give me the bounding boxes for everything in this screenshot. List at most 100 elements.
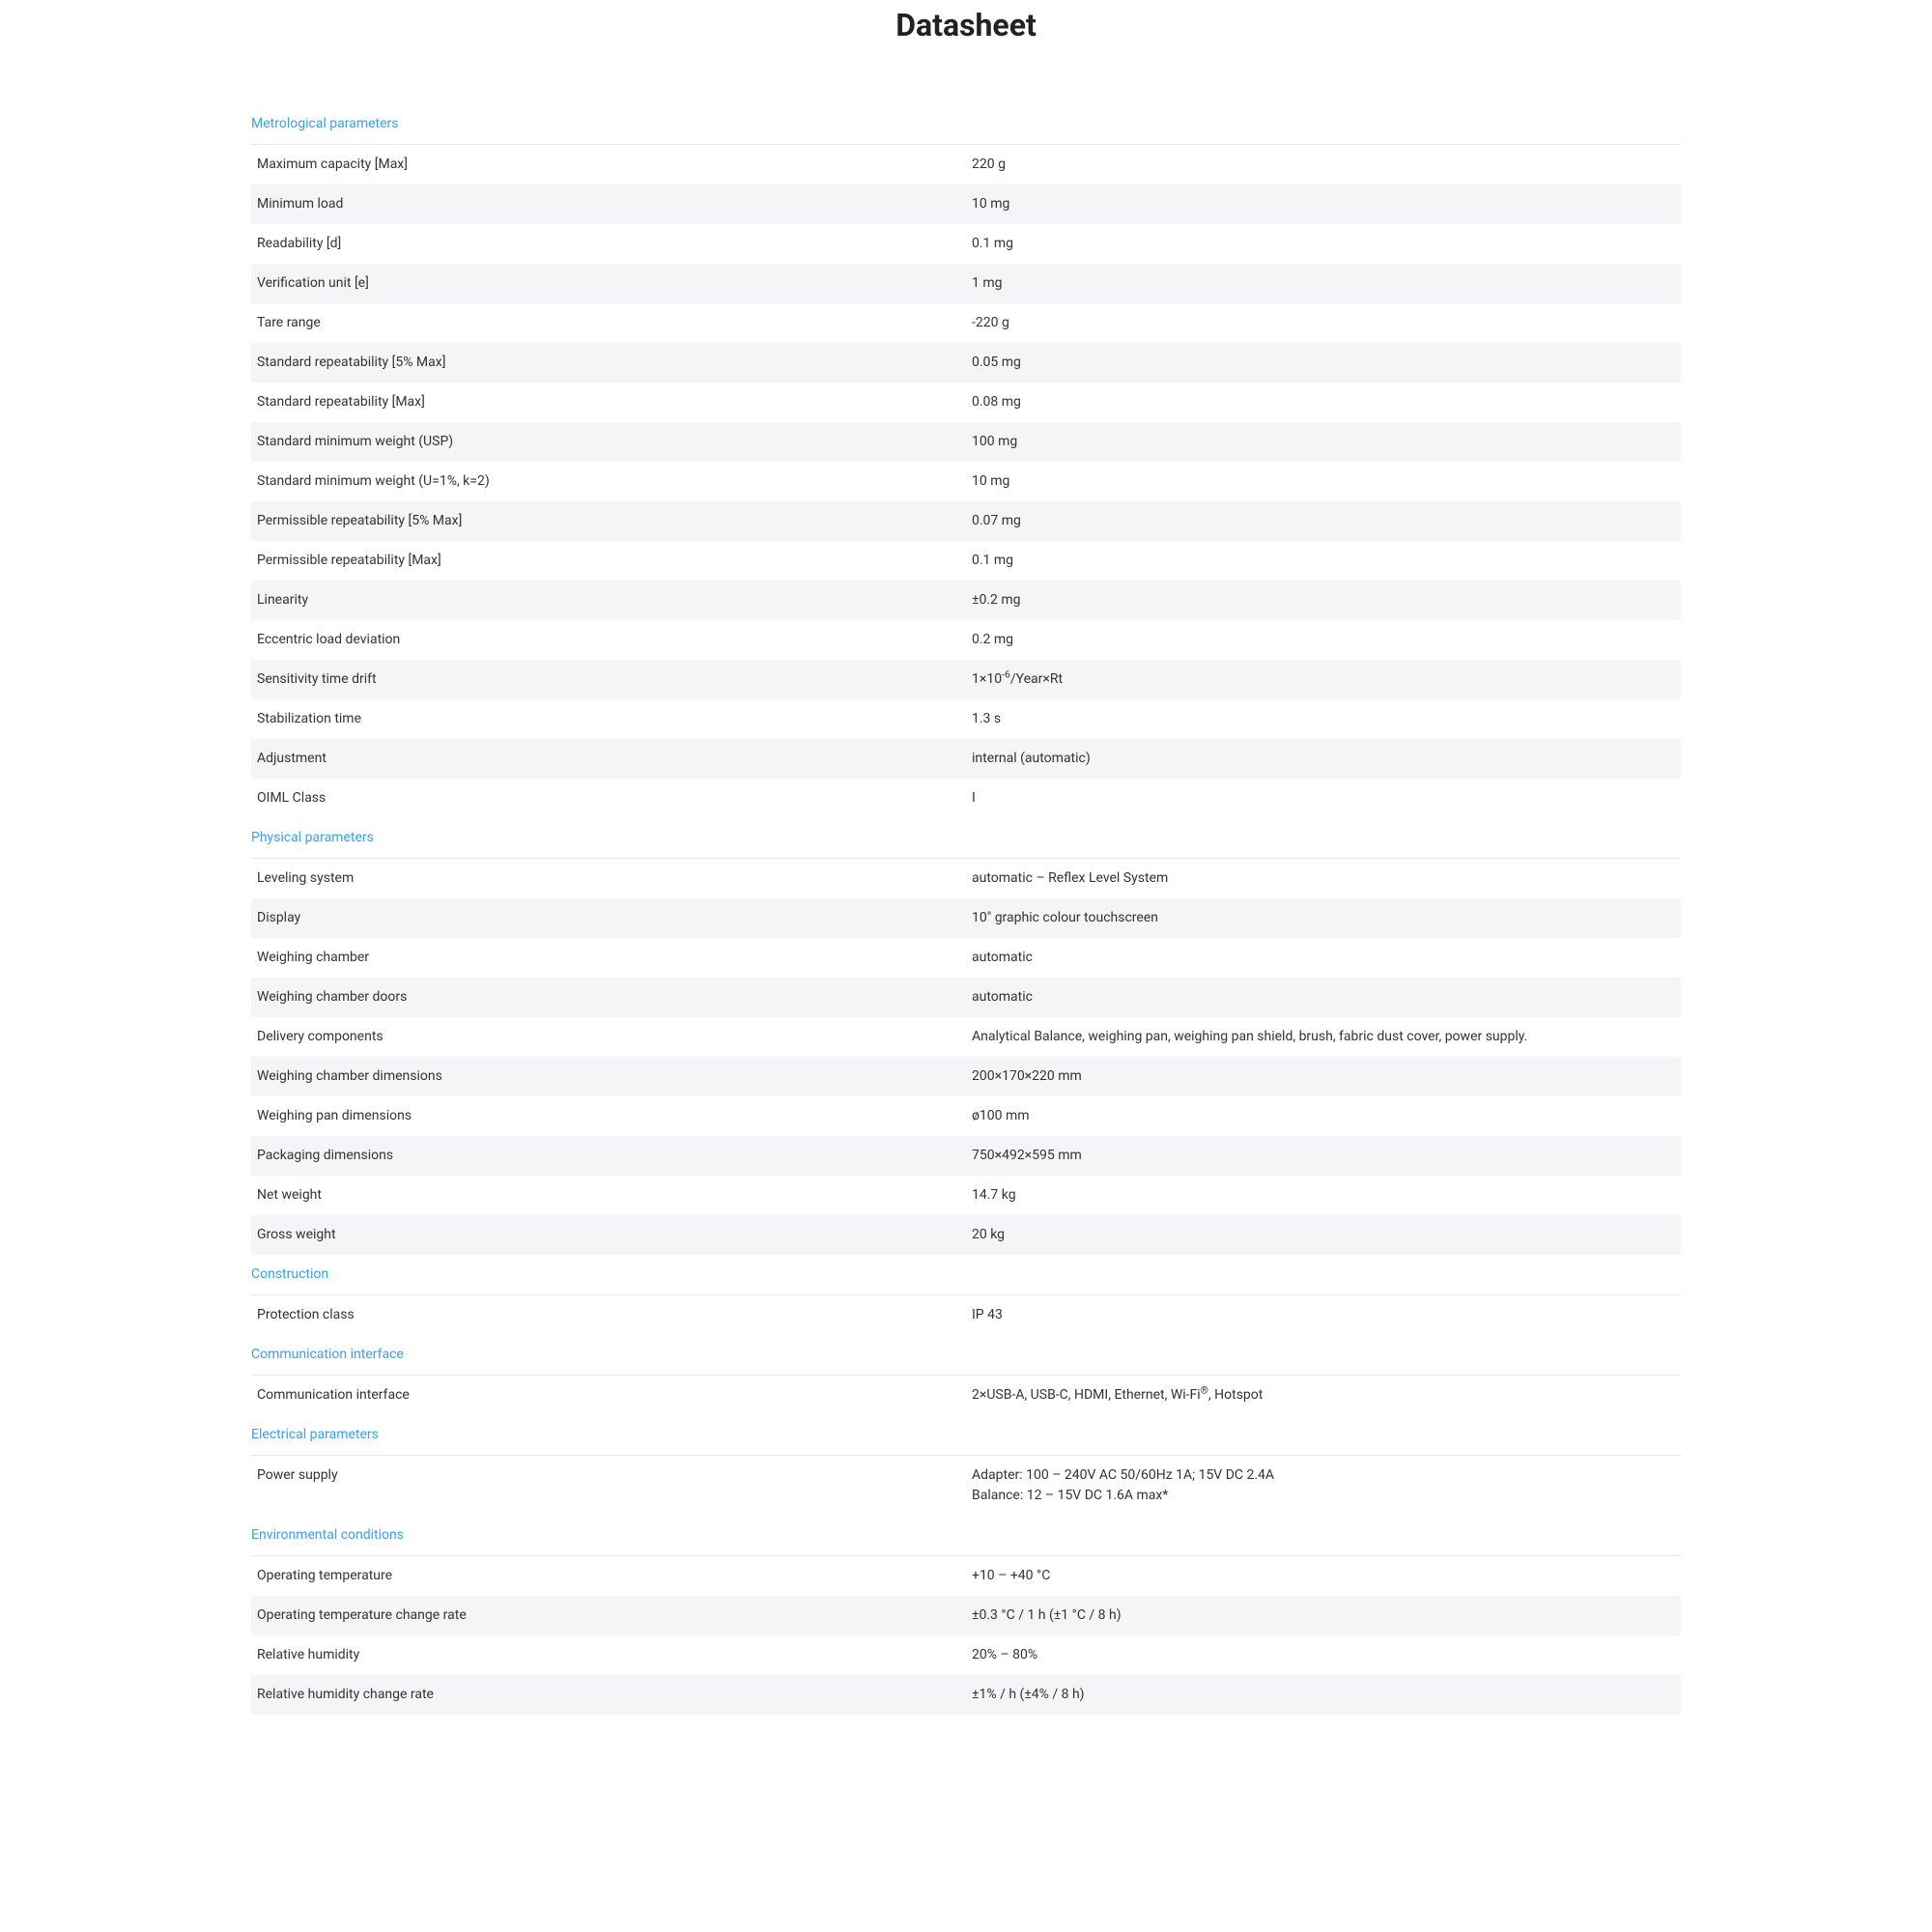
spec-label: Linearity bbox=[251, 581, 966, 620]
table-row: Maximum capacity [Max]220 g bbox=[251, 145, 1681, 185]
spec-table: Communication interface2×USB-A, USB-C, H… bbox=[251, 1376, 1681, 1415]
spec-table: Leveling systemautomatic – Reflex Level … bbox=[251, 859, 1681, 1255]
table-row: Protection classIP 43 bbox=[251, 1295, 1681, 1335]
table-row: Standard minimum weight (USP)100 mg bbox=[251, 422, 1681, 462]
spec-value: 0.08 mg bbox=[966, 383, 1681, 422]
spec-table: Protection classIP 43 bbox=[251, 1295, 1681, 1335]
spec-value: automatic bbox=[966, 938, 1681, 978]
spec-value: 0.05 mg bbox=[966, 343, 1681, 383]
spec-value: 0.07 mg bbox=[966, 501, 1681, 541]
table-row: Weighing pan dimensionsø100 mm bbox=[251, 1096, 1681, 1136]
spec-value: ±0.3 °C / 1 h (±1 °C / 8 h) bbox=[966, 1596, 1681, 1635]
spec-label: Verification unit [e] bbox=[251, 264, 966, 303]
spec-value: 220 g bbox=[966, 145, 1681, 185]
table-row: Weighing chamber doorsautomatic bbox=[251, 978, 1681, 1017]
spec-label: Permissible repeatability [Max] bbox=[251, 541, 966, 581]
spec-label: Protection class bbox=[251, 1295, 966, 1335]
table-row: Relative humidity20% – 80% bbox=[251, 1635, 1681, 1675]
spec-label: Packaging dimensions bbox=[251, 1136, 966, 1176]
spec-label: Sensitivity time drift bbox=[251, 660, 966, 699]
table-row: Weighing chamber dimensions200×170×220 m… bbox=[251, 1057, 1681, 1096]
spec-label: Relative humidity bbox=[251, 1635, 966, 1675]
spec-label: Weighing chamber bbox=[251, 938, 966, 978]
spec-label: Standard repeatability [5% Max] bbox=[251, 343, 966, 383]
table-row: Permissible repeatability [5% Max]0.07 m… bbox=[251, 501, 1681, 541]
spec-label: Standard minimum weight (U=1%, k=2) bbox=[251, 462, 966, 501]
spec-label: Weighing pan dimensions bbox=[251, 1096, 966, 1136]
table-row: Stabilization time1.3 s bbox=[251, 699, 1681, 739]
spec-label: Readability [d] bbox=[251, 224, 966, 264]
spec-label: Gross weight bbox=[251, 1215, 966, 1255]
table-row: Sensitivity time drift1×10-6/Year×Rt bbox=[251, 660, 1681, 699]
table-row: Packaging dimensions750×492×595 mm bbox=[251, 1136, 1681, 1176]
spec-value: 14.7 kg bbox=[966, 1176, 1681, 1215]
section-heading: Metrological parameters bbox=[251, 104, 1681, 145]
spec-label: Net weight bbox=[251, 1176, 966, 1215]
spec-value: ±0.2 mg bbox=[966, 581, 1681, 620]
table-row: Linearity±0.2 mg bbox=[251, 581, 1681, 620]
spec-label: Power supply bbox=[251, 1456, 966, 1516]
table-row: Adjustmentinternal (automatic) bbox=[251, 739, 1681, 779]
table-row: Delivery componentsAnalytical Balance, w… bbox=[251, 1017, 1681, 1057]
spec-label: Standard minimum weight (USP) bbox=[251, 422, 966, 462]
table-row: Operating temperature+10 – +40 °C bbox=[251, 1556, 1681, 1596]
table-row: Readability [d]0.1 mg bbox=[251, 224, 1681, 264]
section-heading: Physical parameters bbox=[251, 818, 1681, 859]
spec-value: 20% – 80% bbox=[966, 1635, 1681, 1675]
spec-value: 2×USB-A, USB-C, HDMI, Ethernet, Wi-Fi®, … bbox=[966, 1376, 1681, 1415]
table-row: Eccentric load deviation0.2 mg bbox=[251, 620, 1681, 660]
spec-label: Adjustment bbox=[251, 739, 966, 779]
spec-value: 200×170×220 mm bbox=[966, 1057, 1681, 1096]
spec-value: 20 kg bbox=[966, 1215, 1681, 1255]
table-row: Verification unit [e]1 mg bbox=[251, 264, 1681, 303]
spec-label: OIML Class bbox=[251, 779, 966, 818]
spec-value: +10 – +40 °C bbox=[966, 1556, 1681, 1596]
spec-table: Power supplyAdapter: 100 – 240V AC 50/60… bbox=[251, 1456, 1681, 1516]
spec-table: Operating temperature+10 – +40 °COperati… bbox=[251, 1556, 1681, 1715]
spec-value: 10 mg bbox=[966, 185, 1681, 224]
spec-value: automatic bbox=[966, 978, 1681, 1017]
spec-value: Analytical Balance, weighing pan, weighi… bbox=[966, 1017, 1681, 1057]
spec-value: ±1% / h (±4% / 8 h) bbox=[966, 1675, 1681, 1715]
spec-value: I bbox=[966, 779, 1681, 818]
table-row: Standard repeatability [Max]0.08 mg bbox=[251, 383, 1681, 422]
spec-label: Eccentric load deviation bbox=[251, 620, 966, 660]
spec-value: 100 mg bbox=[966, 422, 1681, 462]
spec-value: 1.3 s bbox=[966, 699, 1681, 739]
spec-value: 1×10-6/Year×Rt bbox=[966, 660, 1681, 699]
spec-label: Operating temperature bbox=[251, 1556, 966, 1596]
table-row: Minimum load10 mg bbox=[251, 185, 1681, 224]
table-row: Leveling systemautomatic – Reflex Level … bbox=[251, 859, 1681, 898]
spec-value: 0.1 mg bbox=[966, 224, 1681, 264]
table-row: Permissible repeatability [Max]0.1 mg bbox=[251, 541, 1681, 581]
spec-label: Leveling system bbox=[251, 859, 966, 898]
table-row: OIML ClassI bbox=[251, 779, 1681, 818]
spec-value: ø100 mm bbox=[966, 1096, 1681, 1136]
table-row: Gross weight20 kg bbox=[251, 1215, 1681, 1255]
spec-label: Operating temperature change rate bbox=[251, 1596, 966, 1635]
spec-table: Maximum capacity [Max]220 gMinimum load1… bbox=[251, 145, 1681, 818]
section-heading: Electrical parameters bbox=[251, 1415, 1681, 1456]
spec-label: Stabilization time bbox=[251, 699, 966, 739]
spec-value: -220 g bbox=[966, 303, 1681, 343]
page-title: Datasheet bbox=[251, 2, 1681, 48]
spec-label: Delivery components bbox=[251, 1017, 966, 1057]
spec-value: 1 mg bbox=[966, 264, 1681, 303]
spec-label: Maximum capacity [Max] bbox=[251, 145, 966, 185]
spec-label: Permissible repeatability [5% Max] bbox=[251, 501, 966, 541]
spec-value: internal (automatic) bbox=[966, 739, 1681, 779]
spec-label: Minimum load bbox=[251, 185, 966, 224]
spec-label: Standard repeatability [Max] bbox=[251, 383, 966, 422]
section-heading: Communication interface bbox=[251, 1335, 1681, 1376]
spec-label: Communication interface bbox=[251, 1376, 966, 1415]
table-row: Communication interface2×USB-A, USB-C, H… bbox=[251, 1376, 1681, 1415]
spec-value: automatic – Reflex Level System bbox=[966, 859, 1681, 898]
spec-value: 0.1 mg bbox=[966, 541, 1681, 581]
table-row: Standard minimum weight (U=1%, k=2)10 mg bbox=[251, 462, 1681, 501]
spec-value: 10 mg bbox=[966, 462, 1681, 501]
table-row: Standard repeatability [5% Max]0.05 mg bbox=[251, 343, 1681, 383]
spec-label: Display bbox=[251, 898, 966, 938]
spec-value: Adapter: 100 – 240V AC 50/60Hz 1A; 15V D… bbox=[966, 1456, 1681, 1516]
spec-label: Weighing chamber doors bbox=[251, 978, 966, 1017]
datasheet-container: Datasheet Metrological parametersMaximum… bbox=[251, 0, 1681, 1715]
